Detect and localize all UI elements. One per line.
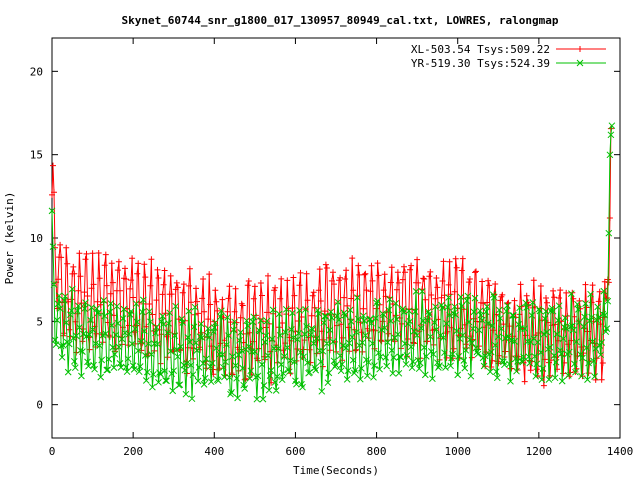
y-tick-label: 10 [30, 232, 43, 245]
legend-label-yr: YR-519.30 Tsys:524.39 [411, 57, 550, 70]
y-tick-label: 0 [36, 399, 43, 412]
x-tick-label: 1200 [526, 445, 553, 458]
series-line [51, 128, 612, 386]
axis-ticks: 0 200 400 600 800 1000 1200 1400 0 5 10 15 20 [30, 38, 634, 458]
y-tick-label: 20 [30, 65, 43, 78]
y-tick-label: 5 [36, 315, 43, 328]
series-yr [48, 122, 616, 403]
x-tick-label: 400 [204, 445, 224, 458]
x-tick-label: 800 [367, 445, 387, 458]
legend-marker-xl [577, 46, 583, 52]
x-tick-label: 1000 [444, 445, 471, 458]
series-layer [48, 122, 616, 403]
series-markers [48, 122, 616, 403]
legend: XL-503.54 Tsys:509.22 YR-519.30 Tsys:524… [411, 43, 606, 70]
legend-marker-yr [576, 59, 584, 67]
series-xl [49, 125, 614, 389]
x-tick-label: 0 [49, 445, 56, 458]
y-tick-label: 15 [30, 149, 43, 162]
x-axis-label: Time(Seconds) [293, 464, 379, 477]
y-axis-label: Power (kelvin) [3, 192, 16, 285]
x-tick-label: 200 [123, 445, 143, 458]
legend-label-xl: XL-503.54 Tsys:509.22 [411, 43, 550, 56]
x-tick-label: 600 [285, 445, 305, 458]
x-tick-label: 1400 [607, 445, 634, 458]
chart-title: Skynet_60744_snr_g1800_017_130957_80949_… [121, 14, 558, 27]
